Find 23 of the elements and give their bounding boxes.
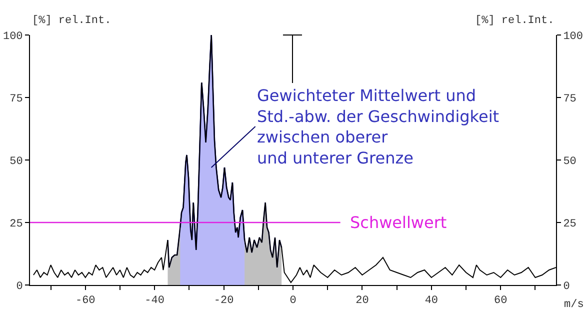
y2-tick-label: 50 [563, 156, 576, 168]
y-tick-label: 100 [2, 30, 23, 43]
y-tick-label: 50 [10, 156, 23, 168]
x-tick-label: -60 [75, 295, 96, 308]
x-tick-label: 20 [356, 295, 369, 308]
x-tick-label: 40 [424, 295, 438, 308]
y-axis-title: [%] rel.Int. [32, 15, 112, 27]
y2-tick-label: 100 [563, 30, 584, 43]
y2-tick-label: 75 [563, 93, 576, 106]
x-tick-label: 60 [494, 295, 508, 308]
annotation: Gewichteter Mittelwert und Std.-abw. der Geschwindigkeit zwischen oberer und unterer Grenze [257, 86, 500, 168]
ref-line-label: Schwellwert [350, 213, 447, 232]
x-tick-label: 0 [290, 295, 296, 308]
x-tick-label: -40 [144, 295, 164, 308]
y-tick-label: 75 [10, 93, 23, 106]
y-tick-label: 25 [10, 218, 23, 230]
line-series [32, 35, 556, 283]
x-axis-title: m/s [564, 299, 584, 311]
y2-axis-title: [%] rel.Int. [475, 15, 554, 27]
x-tick-label: -20 [214, 295, 234, 308]
y2-tick-label: 0 [563, 280, 570, 293]
y2-tick-label: 25 [563, 218, 576, 230]
y-tick-label: 0 [16, 280, 23, 293]
